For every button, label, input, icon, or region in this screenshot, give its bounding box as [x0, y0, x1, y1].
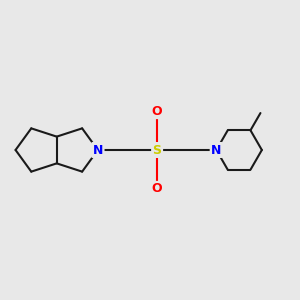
Text: N: N [93, 143, 103, 157]
Text: O: O [152, 182, 162, 195]
Text: N: N [211, 143, 221, 157]
Text: O: O [152, 105, 162, 118]
Text: S: S [153, 143, 162, 157]
